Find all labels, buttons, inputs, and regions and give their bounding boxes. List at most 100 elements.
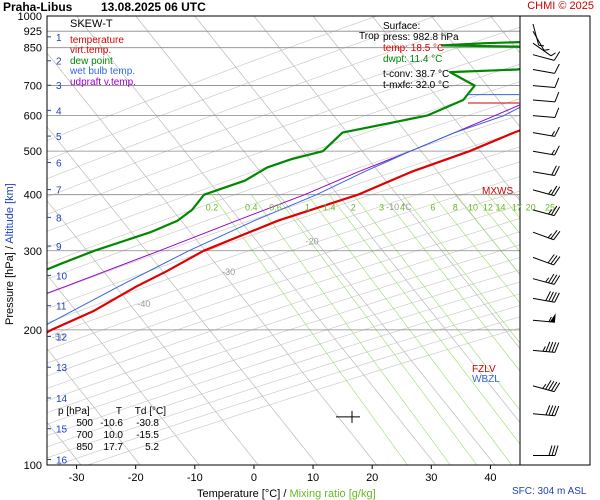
mixing-ratio-line [432, 194, 520, 304]
surface-info: Surface: press: 982.8 hPa temp: 18.5 °C … [383, 21, 459, 91]
mixing-ratio-label: 4 [400, 203, 405, 213]
wind-barb-feather [553, 275, 561, 285]
wind-barb-feather [550, 205, 558, 216]
wind-barb [532, 254, 561, 266]
isotherm-label: -30 [222, 267, 235, 277]
wind-barb-shaft [532, 99, 555, 103]
wind-barb-shaft [532, 189, 555, 197]
wind-barb-feather [548, 380, 555, 391]
wind-barb-half-feather [548, 189, 553, 195]
wind-barb-feather [553, 231, 561, 241]
wind-barb-shaft [532, 319, 555, 323]
surface-title: Surface: [383, 21, 421, 32]
levels-table-row: 850 17.7 5.2 [76, 442, 159, 453]
wind-barb-feather [553, 186, 561, 196]
wind-barb [532, 77, 560, 89]
altitude-tick-label: 8 [56, 213, 62, 224]
wind-barb-half-feather [543, 48, 550, 51]
wind-barb-shaft [532, 297, 555, 303]
altitude-tick-label: 9 [56, 242, 62, 253]
mixing-ratio-label: 25 [545, 203, 555, 213]
dry-adiabat [47, 161, 520, 324]
wind-barb-feather [551, 445, 556, 456]
altitude-tick-label: 10 [56, 271, 68, 282]
temperature-trace [47, 129, 520, 334]
temperature-tick-label: 30 [425, 472, 437, 484]
temperature-tick-label: 0 [251, 472, 257, 484]
mixing-ratio-label: 6 [430, 203, 435, 213]
altitude-tick-label: 2 [56, 57, 62, 68]
wind-barb-feather [550, 381, 558, 392]
mixing-ratio-line [455, 194, 520, 275]
isotherm-line [76, 16, 437, 465]
mixing-ratio-line [472, 194, 520, 253]
sfc-elevation: SFC: 304 m ASL [512, 486, 587, 497]
temperature-tick-label: -20 [128, 472, 144, 484]
mixing-ratio-label: 3 [379, 203, 384, 213]
wind-barb-shaft [532, 413, 555, 417]
wind-barb-feather [554, 445, 559, 456]
mixing-ratio-label: 0.4 [245, 203, 258, 213]
wind-barb [532, 126, 560, 137]
wind-barb-feather [548, 405, 554, 416]
pressure-tick-label: 700 [24, 81, 42, 93]
wind-barb-feather [553, 256, 561, 266]
altitude-tick-label: 3 [56, 81, 62, 92]
mixing-ratio-label: 17 [512, 203, 522, 213]
chart-grid [47, 16, 600, 465]
wind-barb-feather [554, 77, 560, 88]
mixing-ratio-label: 20 [526, 203, 536, 213]
isotherm-label: -10 °C [386, 202, 412, 212]
dry-adiabat [47, 257, 520, 413]
wind-barb-shaft [532, 278, 555, 285]
altitude-tick-label: 11 [56, 302, 67, 313]
wind-barb-half-feather [551, 149, 555, 155]
x-axis-title: Temperature [°C] / Mixing ratio [g/kg] [197, 488, 376, 500]
wind-barb-shaft [532, 115, 555, 119]
temperature-tick-label: 10 [307, 472, 319, 484]
legend-virtual-temp: virt.temp. [70, 45, 112, 56]
dry-adiabat [47, 45, 520, 215]
wbzl-label: WBZL [472, 374, 500, 385]
isotherm-line [371, 16, 520, 202]
wind-barb-shaft [532, 132, 555, 137]
surface-tmxfc: t-mxfc: 32.0 °C [383, 80, 450, 91]
wind-barb-feather [550, 255, 558, 265]
wind-barb-feather [550, 185, 558, 196]
mixing-ratio-label: 0.6 [269, 203, 282, 213]
altitude-tick-label: 5 [56, 132, 62, 143]
wind-barb [532, 291, 560, 303]
fzlv-label: FZLV [472, 364, 496, 375]
wind-barb-shaft [532, 30, 545, 51]
dry-adiabat [47, 269, 520, 425]
wind-barb [532, 230, 561, 241]
altitude-tick-label: 13 [56, 363, 68, 374]
dry-adiabat [47, 114, 520, 280]
isotherm-line [550, 16, 600, 465]
pressure-tick-label: 100 [24, 460, 42, 472]
pressure-tick-label: 200 [24, 325, 42, 337]
surface-tconv: t-conv: 38.7 °C [383, 69, 450, 80]
wind-barb [532, 341, 560, 353]
dry-adiabat [47, 98, 520, 265]
wind-barb-half-feather [542, 383, 547, 389]
surface-press: press: 982.8 hPa [383, 32, 459, 43]
wind-barb-shaft [532, 150, 555, 156]
mixing-ratio-label: 14 [496, 203, 506, 213]
wind-barb [532, 42, 556, 57]
wind-barb-feather [554, 107, 560, 118]
wind-barb [532, 380, 561, 393]
altitude-tick-label: 14 [56, 394, 68, 405]
altitude-tick-label: 4 [56, 106, 62, 117]
temperature-tick-label: -10 [187, 472, 203, 484]
legend-title: SKEW-T [70, 18, 113, 30]
dry-adiabat [47, 176, 520, 337]
mixing-ratio-label: 1 [305, 203, 310, 213]
wind-barb-pennant [549, 313, 556, 323]
pressure-tick-label: 925 [24, 26, 42, 38]
station-name: Praha-Libus [3, 0, 73, 14]
wind-barb-shaft [532, 42, 552, 57]
temperature-tick-label: -30 [69, 472, 85, 484]
legend-dew-point: dew point [70, 55, 113, 67]
isotherm-line [431, 16, 520, 128]
